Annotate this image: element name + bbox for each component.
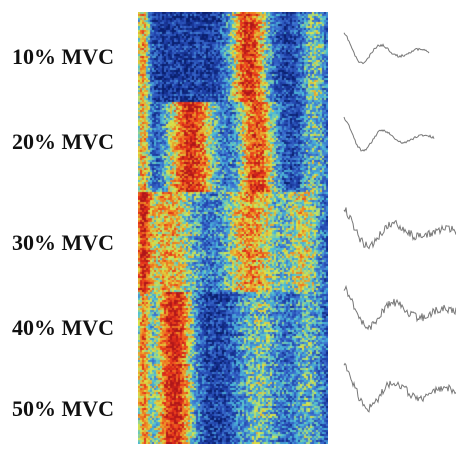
waveform-trace-20 — [343, 116, 435, 152]
activation-heatmap — [138, 12, 328, 444]
waveform-trace-50 — [343, 362, 456, 413]
level-label-40: 40% MVC — [12, 315, 115, 340]
level-label-50: 50% MVC — [12, 396, 115, 421]
level-label-20: 20% MVC — [12, 129, 115, 154]
waveform-traces — [343, 32, 456, 413]
level-label-30: 30% MVC — [12, 230, 115, 255]
level-label-10: 10% MVC — [12, 44, 115, 69]
waveform-trace-30 — [343, 207, 456, 250]
waveform-trace-40 — [343, 284, 456, 331]
waveform-trace-10 — [343, 32, 430, 65]
